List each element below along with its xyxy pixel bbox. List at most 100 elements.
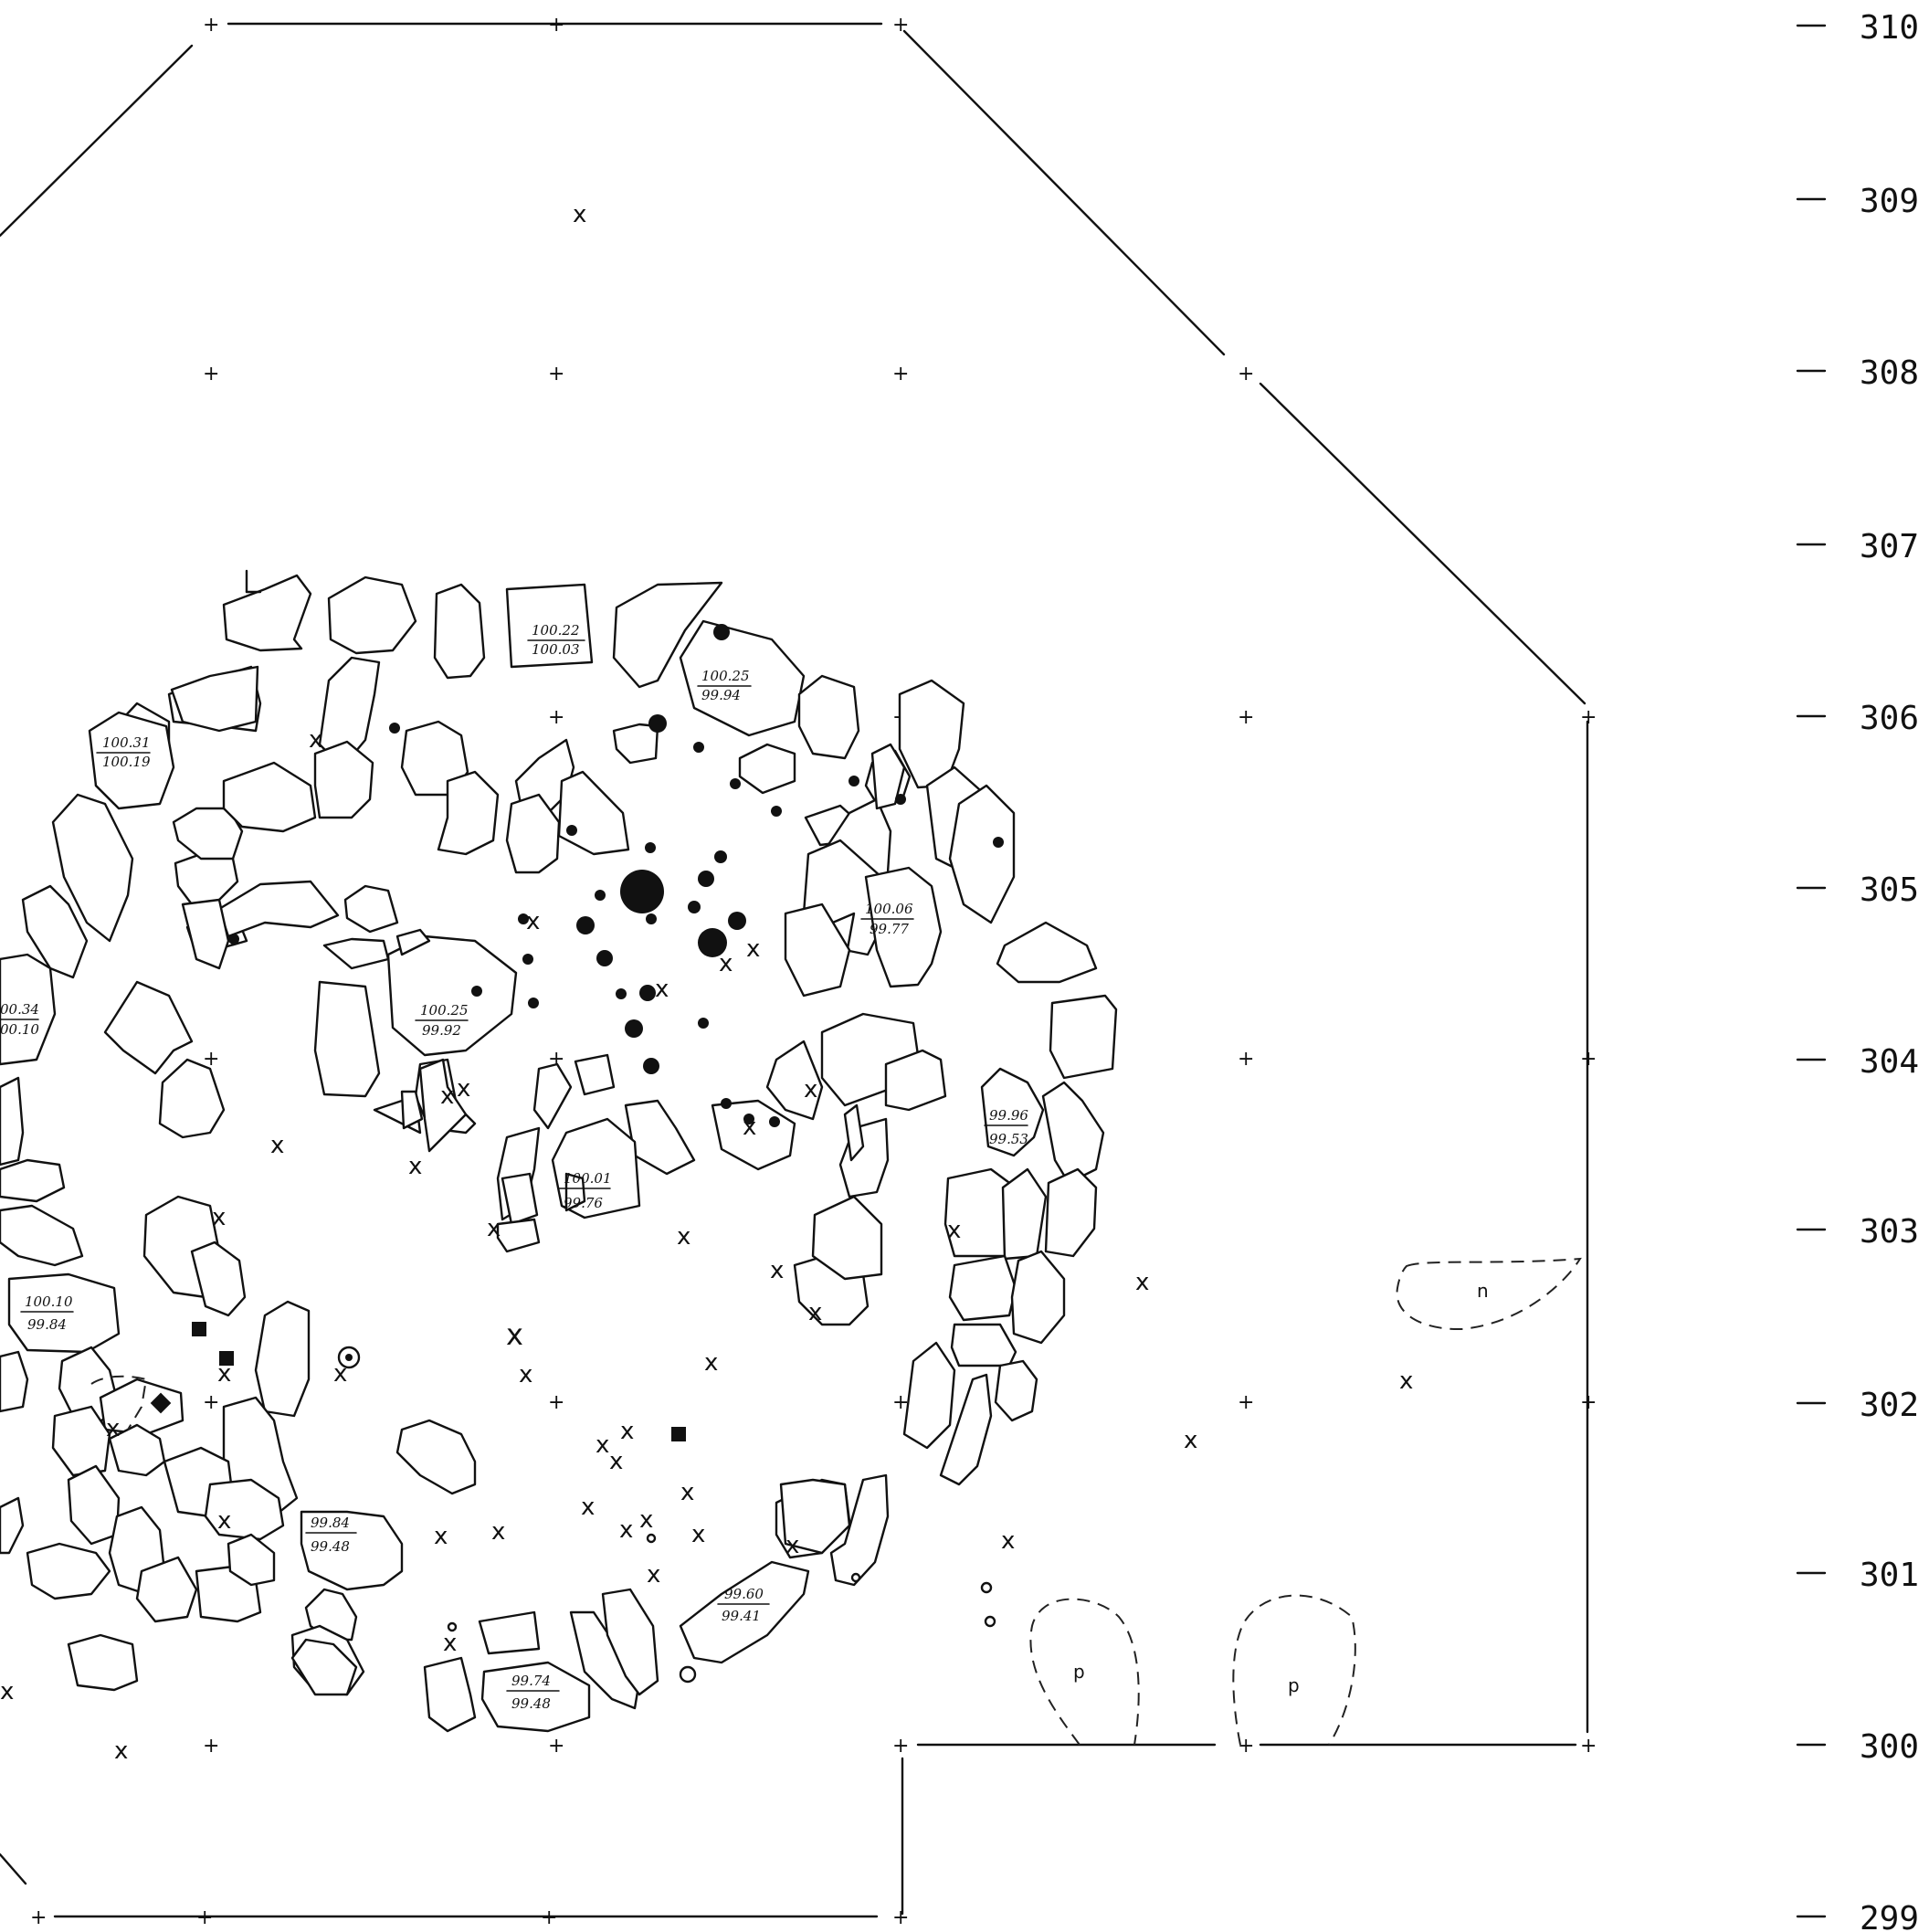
stone: [327, 575, 417, 655]
stone: [843, 1103, 865, 1162]
scale-label-303: 303: [1860, 1213, 1919, 1251]
x-find: x: [519, 1361, 532, 1388]
svg-text:99.92: 99.92: [422, 1022, 461, 1039]
svg-text:100.06: 100.06: [865, 901, 913, 917]
stone: [103, 980, 194, 1075]
find-dot: [596, 950, 613, 966]
find-dot: [645, 842, 656, 853]
stone: [994, 1359, 1038, 1422]
x-find: x: [677, 1223, 690, 1251]
svg-text:100.25: 100.25: [420, 1002, 469, 1019]
stone: [1044, 1167, 1098, 1258]
stone: [400, 1090, 424, 1130]
stone: [1010, 1250, 1066, 1345]
dark-finds: [150, 624, 1004, 1441]
small-circle: [850, 1572, 861, 1583]
svg-text:99.96: 99.96: [989, 1107, 1028, 1124]
find-dot: [595, 890, 606, 901]
x-finds: x x x x x x x x x x x x x x x x x x x x …: [0, 201, 1413, 1765]
stone: [67, 1464, 121, 1546]
x-find: x: [1184, 1427, 1197, 1454]
elevation-label: 100.22 100.03: [527, 622, 585, 658]
find-dot: [639, 985, 656, 1001]
stone: [679, 1560, 810, 1664]
x-find: x: [434, 1523, 448, 1550]
svg-text:99.84: 99.84: [311, 1515, 350, 1531]
svg-text:100.03: 100.03: [532, 641, 580, 658]
stone: [1041, 1081, 1105, 1185]
find-dot: [518, 913, 529, 924]
stone: [779, 1478, 851, 1555]
stone: [418, 1058, 468, 1153]
stone-ring: [0, 574, 1118, 1733]
scale-label-299: 299: [1860, 1900, 1919, 1932]
stone: [948, 1254, 1017, 1322]
elevation-label: 100.31 100.19: [96, 734, 151, 770]
svg-text:+: +: [1238, 363, 1254, 385]
stone: [574, 1053, 616, 1096]
find-dot: [721, 1098, 732, 1109]
stone: [0, 1496, 25, 1555]
stone: [870, 743, 906, 810]
elevation-label: 100.06 99.77: [860, 901, 914, 937]
stone: [902, 1341, 956, 1450]
stone: [437, 770, 500, 856]
stone: [612, 723, 659, 765]
svg-text:+: +: [892, 14, 909, 37]
small-circle: [980, 1581, 993, 1594]
scale-label-301: 301: [1860, 1557, 1919, 1594]
stone: [501, 1172, 539, 1226]
elevation-label: 99.74 99.48: [506, 1673, 560, 1712]
svg-text:+: +: [203, 363, 219, 385]
svg-text:+: +: [203, 14, 219, 37]
stone: [170, 665, 259, 733]
x-find: x: [491, 1518, 505, 1546]
stone: [478, 1610, 541, 1655]
stone: [343, 884, 399, 934]
x-find: x: [947, 1217, 961, 1244]
special-find-icon: [337, 1346, 361, 1369]
svg-text:99.48: 99.48: [511, 1695, 551, 1712]
x-find: x: [440, 1082, 454, 1110]
stone: [181, 898, 230, 970]
stone: [51, 1405, 111, 1477]
svg-text:100.25: 100.25: [701, 668, 750, 684]
stone: [496, 1218, 541, 1253]
x-find: x: [217, 1507, 231, 1535]
svg-text:99.94: 99.94: [701, 687, 741, 703]
stone: [864, 866, 943, 988]
x-find: x: [785, 1532, 799, 1559]
find-square: [671, 1427, 686, 1441]
stone: [7, 1272, 121, 1354]
feature-p-outline: [1232, 1594, 1356, 1746]
x-find: x: [309, 726, 322, 754]
elevation-label: 100.10 99.84: [20, 1293, 74, 1333]
x-find: x: [770, 1257, 784, 1284]
stone: [433, 583, 486, 680]
stone: [190, 1240, 247, 1317]
svg-text:99.77: 99.77: [870, 921, 909, 937]
svg-text:100.10: 100.10: [25, 1293, 73, 1310]
find-dot: [849, 776, 859, 787]
feature-n-label: n: [1477, 1280, 1489, 1302]
svg-text:+: +: [203, 1391, 219, 1414]
find-dot: [646, 913, 657, 924]
x-find: x: [609, 1448, 623, 1475]
x-find: x: [408, 1153, 422, 1180]
svg-text:99.53: 99.53: [989, 1131, 1028, 1147]
x-find: x: [506, 1317, 523, 1352]
x-find: x: [457, 1075, 470, 1103]
svg-text:99.48: 99.48: [311, 1538, 350, 1555]
scale-label-306: 306: [1860, 700, 1919, 737]
x-find: x: [0, 1678, 14, 1705]
stone: [26, 1542, 111, 1600]
stone: [532, 1062, 573, 1130]
stone: [980, 1067, 1045, 1157]
stone: [765, 1040, 824, 1121]
find-dot: [895, 794, 906, 805]
open-circles: [447, 1533, 996, 1684]
x-find: x: [746, 935, 760, 963]
stone: [612, 581, 723, 689]
svg-text:+: +: [548, 1391, 564, 1414]
